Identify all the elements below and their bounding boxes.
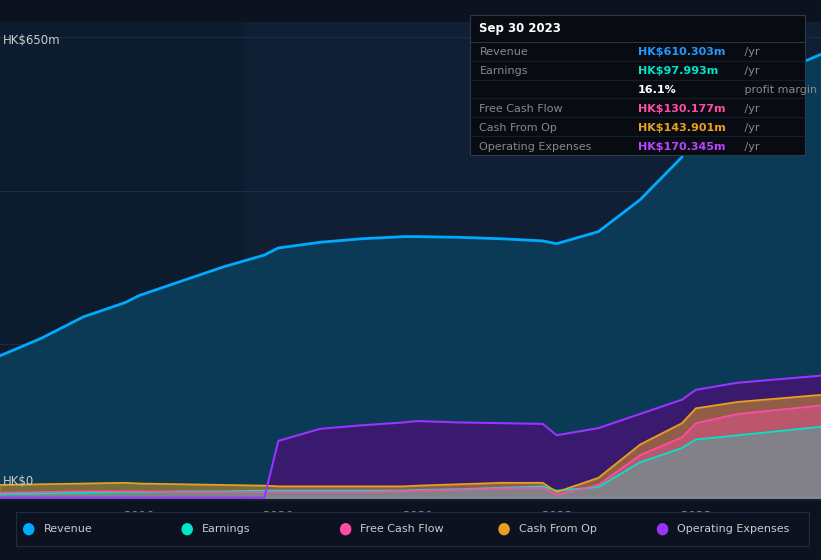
Text: HK$130.177m: HK$130.177m: [638, 104, 726, 114]
Text: Operating Expenses: Operating Expenses: [479, 142, 592, 152]
Text: Free Cash Flow: Free Cash Flow: [360, 524, 444, 534]
Text: HK$170.345m: HK$170.345m: [638, 142, 726, 152]
Text: Earnings: Earnings: [479, 66, 528, 76]
Text: Revenue: Revenue: [44, 524, 92, 534]
Text: HK$0: HK$0: [2, 475, 34, 488]
Text: Revenue: Revenue: [479, 47, 528, 57]
Text: HK$610.303m: HK$610.303m: [638, 47, 725, 57]
Text: HK$97.993m: HK$97.993m: [638, 66, 718, 76]
Text: /yr: /yr: [741, 123, 759, 133]
Bar: [244, 22, 821, 501]
Text: Free Cash Flow: Free Cash Flow: [479, 104, 563, 114]
Text: HK$143.901m: HK$143.901m: [638, 123, 726, 133]
Text: Sep 30 2023: Sep 30 2023: [479, 22, 562, 35]
Text: profit margin: profit margin: [741, 85, 817, 95]
Text: HK$650m: HK$650m: [2, 34, 60, 48]
Text: Cash From Op: Cash From Op: [479, 123, 557, 133]
Text: /yr: /yr: [741, 104, 759, 114]
Text: /yr: /yr: [741, 47, 759, 57]
Text: Earnings: Earnings: [202, 524, 250, 534]
Text: Cash From Op: Cash From Op: [519, 524, 597, 534]
Text: Operating Expenses: Operating Expenses: [677, 524, 790, 534]
Text: /yr: /yr: [741, 66, 759, 76]
Text: /yr: /yr: [741, 142, 759, 152]
Text: 16.1%: 16.1%: [638, 85, 677, 95]
